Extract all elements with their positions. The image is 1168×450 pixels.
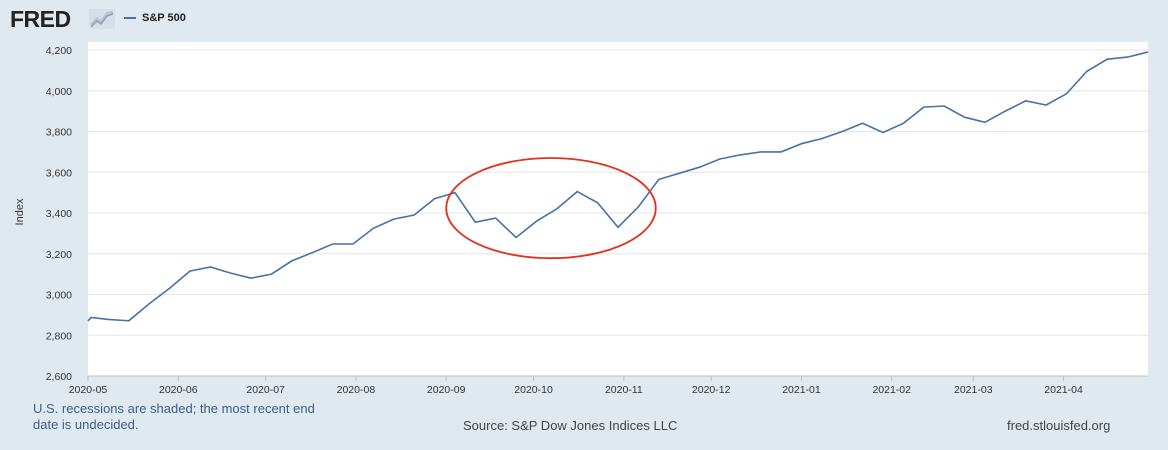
x-tick-label: 2020-08 bbox=[337, 384, 376, 396]
grid bbox=[88, 49, 1148, 377]
y-tick-label: 3,800 bbox=[46, 127, 72, 139]
data-point[interactable] bbox=[1064, 91, 1070, 97]
data-point[interactable] bbox=[1002, 108, 1008, 114]
y-axis: 2,600 2,800 3,000 3,200 3,400 3,600 3,800 4,000… bbox=[46, 45, 72, 383]
y-axis-title: Index bbox=[14, 198, 26, 225]
data-point[interactable] bbox=[146, 301, 152, 307]
plot-area bbox=[88, 42, 1148, 376]
x-tick-label: 2021-04 bbox=[1044, 384, 1083, 396]
data-point[interactable] bbox=[697, 164, 703, 170]
x-tick-label: 2021-02 bbox=[872, 384, 911, 396]
data-point[interactable] bbox=[595, 200, 601, 206]
data-point[interactable] bbox=[880, 130, 886, 136]
data-point[interactable] bbox=[350, 241, 356, 247]
recession-note: U.S. recessions are shaded; the most rec… bbox=[33, 401, 315, 432]
data-point[interactable] bbox=[554, 206, 560, 212]
data-point[interactable] bbox=[126, 318, 132, 324]
data-point[interactable] bbox=[493, 215, 499, 221]
data-point[interactable] bbox=[513, 235, 519, 241]
data-point[interactable] bbox=[289, 258, 295, 264]
data-point[interactable] bbox=[472, 219, 478, 225]
data-point[interactable] bbox=[370, 225, 376, 231]
data-point[interactable] bbox=[228, 270, 234, 276]
y-tick-label: 3,000 bbox=[46, 290, 72, 302]
y-tick-label: 4,000 bbox=[46, 86, 72, 98]
data-point[interactable] bbox=[1104, 56, 1110, 62]
data-point[interactable] bbox=[799, 141, 805, 147]
chart: 2,600 2,800 3,000 3,200 3,400 3,600 3,800 4,000… bbox=[14, 42, 1151, 396]
data-point[interactable] bbox=[921, 104, 927, 110]
x-tick-label: 2020-05 bbox=[69, 384, 108, 396]
source-text: Source: S&P Dow Jones Indices LLC bbox=[463, 418, 678, 433]
data-point[interactable] bbox=[534, 218, 540, 224]
data-point[interactable] bbox=[860, 120, 866, 126]
y-tick-label: 2,800 bbox=[46, 330, 72, 342]
x-tick-label: 2020-10 bbox=[514, 384, 553, 396]
data-point[interactable] bbox=[309, 250, 315, 256]
data-point[interactable] bbox=[962, 114, 968, 120]
data-point[interactable] bbox=[941, 103, 947, 109]
data-point[interactable] bbox=[88, 315, 94, 321]
legend-swatch bbox=[124, 17, 136, 19]
x-axis: 2020-05 2020-06 2020-07 2020-08 2020-09 2020-… bbox=[69, 375, 1148, 396]
data-point[interactable] bbox=[187, 268, 193, 274]
data-point[interactable] bbox=[1145, 49, 1151, 55]
y-tick-label: 2,600 bbox=[46, 371, 72, 383]
x-tick-label: 2020-11 bbox=[605, 384, 643, 396]
series-line-sp500[interactable] bbox=[87, 51, 1149, 322]
data-point[interactable] bbox=[635, 204, 641, 210]
data-point[interactable] bbox=[269, 271, 275, 277]
y-tick-label: 3,200 bbox=[46, 249, 72, 261]
y-tick-label: 3,600 bbox=[46, 167, 72, 179]
data-point[interactable] bbox=[105, 316, 111, 322]
data-point[interactable] bbox=[778, 149, 784, 155]
x-tick-label: 2020-09 bbox=[427, 384, 466, 396]
data-point[interactable] bbox=[330, 241, 336, 247]
line-chart-icon bbox=[89, 9, 115, 29]
data-point[interactable] bbox=[819, 136, 825, 142]
x-tick-label: 2020-06 bbox=[159, 384, 198, 396]
data-point[interactable] bbox=[391, 216, 397, 222]
data-point[interactable] bbox=[900, 120, 906, 126]
data-point[interactable] bbox=[676, 170, 682, 176]
data-point[interactable] bbox=[1125, 54, 1131, 60]
data-point[interactable] bbox=[737, 152, 743, 158]
data-point[interactable] bbox=[615, 224, 621, 230]
data-point[interactable] bbox=[207, 264, 213, 270]
highlight-ellipse bbox=[445, 157, 657, 260]
data-point[interactable] bbox=[717, 156, 723, 162]
data-point[interactable] bbox=[248, 275, 254, 281]
data-point[interactable] bbox=[574, 189, 580, 195]
y-tick-label: 4,200 bbox=[46, 45, 72, 57]
fred-logo[interactable]: FRED bbox=[10, 6, 71, 32]
x-tick-label: 2020-12 bbox=[692, 384, 731, 396]
header: FRED S&P 500 bbox=[0, 0, 1168, 40]
site-link[interactable]: fred.stlouisfed.org bbox=[1007, 418, 1111, 433]
data-point[interactable] bbox=[167, 285, 173, 291]
legend: S&P 500 bbox=[124, 12, 186, 24]
x-tick-label: 2021-01 bbox=[782, 384, 821, 396]
data-point[interactable] bbox=[839, 129, 845, 135]
data-point[interactable] bbox=[982, 119, 988, 125]
data-point[interactable] bbox=[1043, 102, 1049, 108]
data-point[interactable] bbox=[411, 212, 417, 218]
data-point[interactable] bbox=[432, 196, 438, 202]
x-tick-label: 2021-03 bbox=[954, 384, 993, 396]
x-tick-label: 2020-07 bbox=[246, 384, 285, 396]
y-tick-label: 3,400 bbox=[46, 208, 72, 220]
data-point[interactable] bbox=[656, 176, 662, 182]
data-point[interactable] bbox=[1084, 68, 1090, 74]
data-point[interactable] bbox=[758, 149, 764, 155]
data-point[interactable] bbox=[1023, 98, 1029, 104]
legend-label: S&P 500 bbox=[142, 12, 186, 24]
